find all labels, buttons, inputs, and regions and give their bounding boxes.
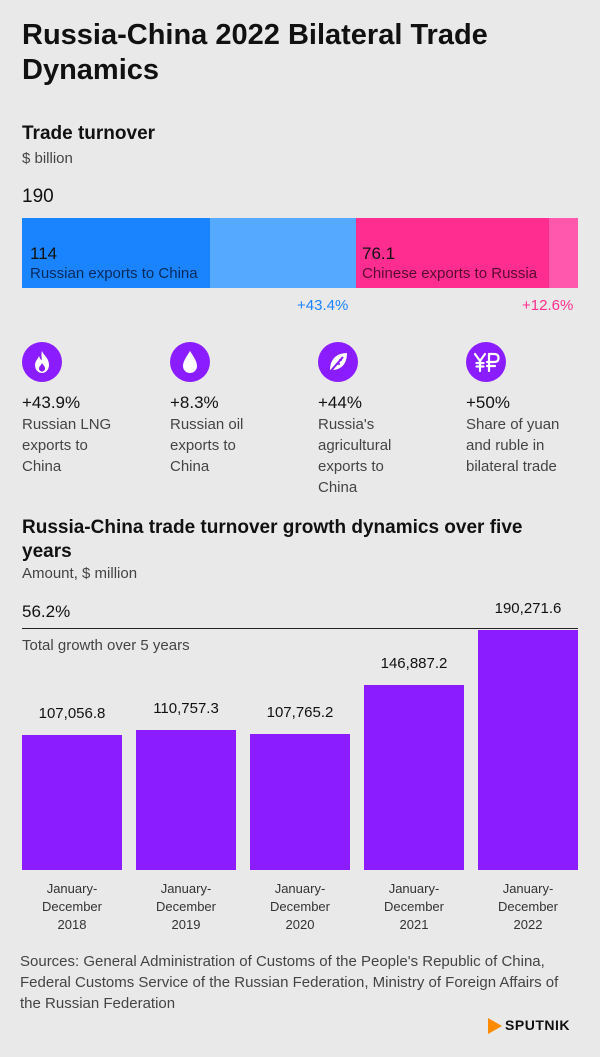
growth-heading: Russia-China trade turnover growth dynam… bbox=[22, 517, 523, 562]
chart-x-tick-line: 2021 bbox=[399, 917, 429, 932]
leaf-icon bbox=[318, 342, 358, 382]
growth-bar-chart: 107,056.8 January- December 2018 110,757.3 Ja… bbox=[22, 600, 578, 934]
chart-x-tick-line: 2020 bbox=[285, 917, 315, 932]
chart-x-tick-line: December bbox=[498, 899, 558, 914]
chart-bar bbox=[136, 730, 236, 870]
fact-agri-desc-line: China bbox=[318, 479, 358, 496]
yuan-ruble-icon bbox=[466, 342, 506, 382]
chart-value-label: 190,271.6 bbox=[494, 600, 562, 617]
fact-oil-desc-line: exports to bbox=[170, 437, 236, 454]
chart-x-tick-line: 2019 bbox=[171, 917, 201, 932]
fact-currency-value: +50% bbox=[466, 393, 510, 412]
turnover-heading: Trade turnover bbox=[22, 123, 156, 144]
fact-currency-desc: Share of yuan and ruble in bilateral tra… bbox=[466, 414, 594, 477]
flame-icon bbox=[22, 342, 62, 382]
chinese-exports-bar bbox=[356, 218, 549, 288]
chart-value-label: 107,765.2 bbox=[266, 704, 334, 721]
fact-agri: +44% Russia's agricultural exports to Ch… bbox=[318, 342, 446, 498]
fact-currency-desc-line: bilateral trade bbox=[466, 458, 557, 475]
growth-total-label: Total growth over 5 years bbox=[22, 637, 190, 654]
fact-lng-desc-line: exports to bbox=[22, 437, 88, 454]
russian-exports-growth: +43.4% bbox=[297, 297, 349, 314]
chart-x-tick-line: December bbox=[156, 899, 216, 914]
chart-bar bbox=[478, 630, 578, 870]
chart-bar bbox=[22, 735, 122, 870]
chart-bar bbox=[250, 734, 350, 870]
fact-oil-desc-line: Russian oil bbox=[170, 416, 244, 433]
chinese-exports-value: 76.1 bbox=[362, 244, 396, 263]
chart-value-label: 107,056.8 bbox=[38, 705, 106, 722]
chart-value-label: 110,757.3 bbox=[153, 700, 219, 717]
growth-divider bbox=[22, 628, 578, 629]
chart-x-tick-line: 2022 bbox=[513, 917, 543, 932]
russian-exports-value: 114 bbox=[30, 244, 58, 263]
fact-oil: +8.3% Russian oil exports to China bbox=[170, 342, 298, 477]
brand-name: SPUTNIK bbox=[505, 1017, 570, 1033]
growth-unit: Amount, $ million bbox=[22, 565, 138, 582]
turnover-total: 190 bbox=[22, 186, 54, 207]
chart-x-tick-line: December bbox=[42, 899, 102, 914]
chart-x-tick-line: January- bbox=[274, 881, 326, 896]
chart-x-tick-line: 2018 bbox=[57, 917, 87, 932]
fact-agri-desc-line: Russia's bbox=[318, 416, 375, 433]
sputnik-logo-icon bbox=[488, 1018, 503, 1035]
fact-currency: +50% Share of yuan and ruble in bilatera… bbox=[466, 342, 594, 477]
chart-x-tick-line: December bbox=[384, 899, 444, 914]
turnover-unit: $ billion bbox=[22, 150, 73, 167]
chinese-exports-growth: +12.6% bbox=[522, 297, 574, 314]
chinese-exports-growth-bar bbox=[549, 218, 578, 288]
russian-exports-bar bbox=[22, 218, 210, 288]
fact-oil-value: +8.3% bbox=[170, 393, 219, 412]
fact-lng-desc: Russian LNG exports to China bbox=[22, 414, 150, 477]
russian-exports-label: Russian exports to China bbox=[30, 265, 198, 282]
russian-exports-text: 114 Russian exports to China bbox=[30, 244, 198, 284]
fact-lng-desc-line: Russian LNG bbox=[22, 416, 112, 433]
fact-lng: +43.9% Russian LNG exports to China bbox=[22, 342, 150, 477]
fact-lng-desc-line: China bbox=[22, 458, 62, 475]
chart-x-tick-label: January- December 2019 bbox=[136, 880, 236, 934]
fact-agri-value: +44% bbox=[318, 393, 362, 412]
chinese-exports-text: 76.1 Chinese exports to Russia bbox=[362, 244, 537, 284]
fact-currency-desc-line: Share of yuan bbox=[466, 416, 560, 433]
fact-agri-desc-line: exports to bbox=[318, 458, 384, 475]
fact-oil-desc-line: China bbox=[170, 458, 210, 475]
russian-exports-growth-bar bbox=[210, 218, 356, 288]
fact-lng-value: +43.9% bbox=[22, 393, 81, 412]
fact-oil-desc: Russian oil exports to China bbox=[170, 414, 298, 477]
chinese-exports-label: Chinese exports to Russia bbox=[362, 265, 538, 282]
fact-agri-desc: Russia's agricultural exports to China bbox=[318, 414, 446, 498]
chart-value-label: 146,887.2 bbox=[380, 655, 448, 672]
chart-x-tick-line: January- bbox=[388, 881, 440, 896]
chart-x-tick-label: January- December 2018 bbox=[22, 880, 122, 934]
chart-x-tick-label: January- December 2022 bbox=[478, 880, 578, 934]
chart-x-tick-line: January- bbox=[502, 881, 554, 896]
chart-x-tick-line: January- bbox=[160, 881, 212, 896]
brand-logo: SPUTNIK bbox=[488, 1017, 570, 1035]
fact-currency-desc-line: and ruble in bbox=[466, 437, 545, 454]
infographic-title: Russia-China 2022 Bilateral Trade Dynami… bbox=[22, 19, 488, 86]
chart-x-tick-line: December bbox=[270, 899, 330, 914]
fact-agri-desc-line: agricultural bbox=[318, 437, 392, 454]
chart-bar bbox=[364, 685, 464, 870]
chart-x-tick-label: January- December 2020 bbox=[250, 880, 350, 934]
chart-x-tick-label: January- December 2021 bbox=[364, 880, 464, 934]
growth-total-pct: 56.2% bbox=[22, 602, 71, 621]
sources-note: Sources: General Administration of Custo… bbox=[20, 953, 559, 1012]
chart-x-tick-line: January- bbox=[46, 881, 98, 896]
drop-icon bbox=[170, 342, 210, 382]
